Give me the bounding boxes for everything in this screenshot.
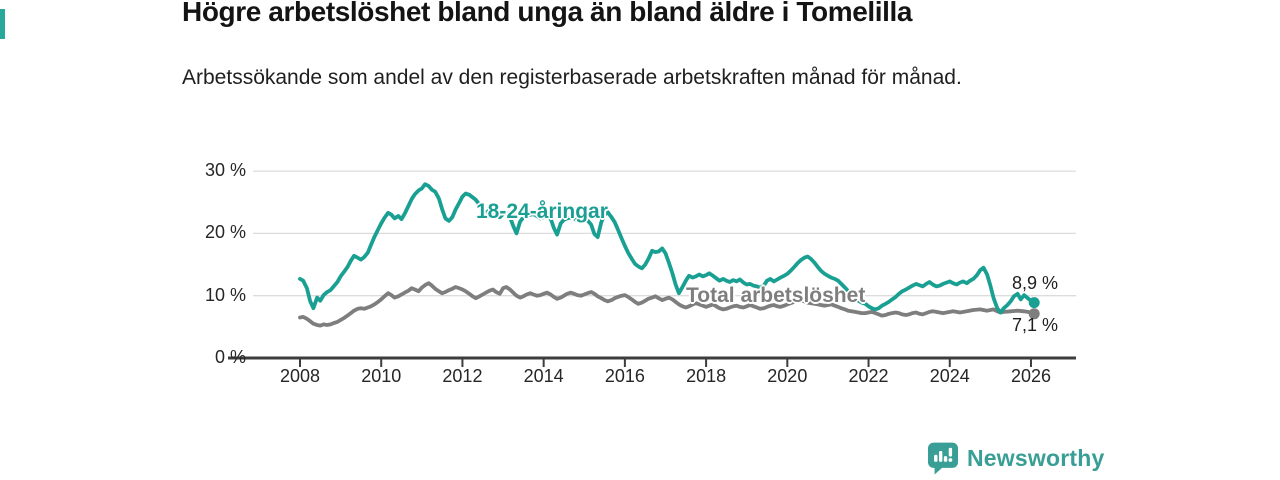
page-subtitle: Arbetssökande som andel av den registerb…	[182, 66, 962, 89]
newsworthy-logo[interactable]: Newsworthy	[928, 442, 1104, 475]
x-tick-label: 2018	[686, 366, 727, 386]
y-tick-label: 0 %	[214, 347, 246, 367]
x-tick-label: 2014	[523, 366, 564, 386]
newsworthy-logo-text: Newsworthy	[967, 445, 1105, 471]
end-value-total: 7,1 %	[1012, 315, 1059, 335]
series-label-total: Total arbetslöshet	[686, 284, 866, 307]
newsworthy-bar-chart-bubble-icon	[928, 442, 958, 475]
x-tick-label: 2022	[848, 366, 889, 386]
x-tick-label: 2020	[767, 366, 808, 386]
y-tick-label: 30 %	[204, 160, 246, 181]
x-tick-label: 2016	[604, 366, 645, 386]
x-tick-label: 2012	[442, 366, 483, 386]
x-tick-label: 2026	[1010, 366, 1051, 386]
left-edge-accent	[0, 9, 5, 39]
x-tick-label: 2024	[929, 366, 970, 386]
x-tick-label: 2008	[279, 366, 321, 386]
page-title: Högre arbetslöshet bland unga än bland ä…	[182, 0, 913, 27]
end-value-young: 8,9 %	[1012, 273, 1059, 293]
y-tick-label: 10 %	[204, 284, 246, 305]
y-tick-label: 20 %	[204, 222, 246, 243]
series-label-young: 18-24-åringar	[476, 200, 608, 223]
x-tick-label: 2010	[361, 366, 402, 386]
